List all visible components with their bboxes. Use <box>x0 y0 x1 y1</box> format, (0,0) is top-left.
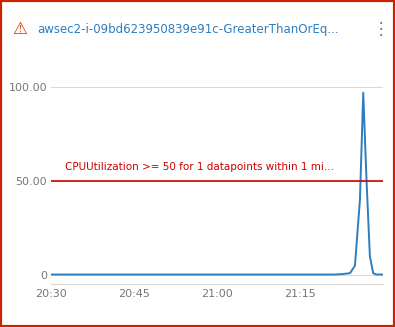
Text: ⚠: ⚠ <box>12 20 27 39</box>
Text: ⋮: ⋮ <box>373 20 390 39</box>
Text: awsec2-i-09bd623950839e91c-GreaterThanOrEq...: awsec2-i-09bd623950839e91c-GreaterThanOr… <box>37 23 339 36</box>
Text: CPUUtilization >= 50 for 1 datapoints within 1 mi...: CPUUtilization >= 50 for 1 datapoints wi… <box>65 162 334 172</box>
